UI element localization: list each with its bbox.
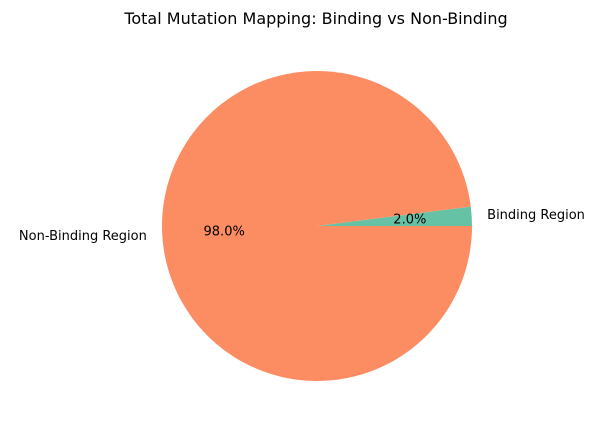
pie-slice-binding-region (317, 206, 472, 226)
slice-label: Binding Region (487, 208, 585, 223)
pie-slice-non-binding-region (162, 71, 472, 382)
slice-percent-label: 2.0% (393, 213, 426, 228)
slice-percent-label: 98.0% (204, 224, 245, 239)
pie-labels: Binding Region 2.0% Non-Binding Region 98.0… (19, 208, 585, 244)
slice-label: Non-Binding Region (19, 229, 147, 244)
chart-title: Total Mutation Mapping: Binding vs Non-B… (123, 9, 507, 28)
pie-slices (162, 71, 472, 382)
